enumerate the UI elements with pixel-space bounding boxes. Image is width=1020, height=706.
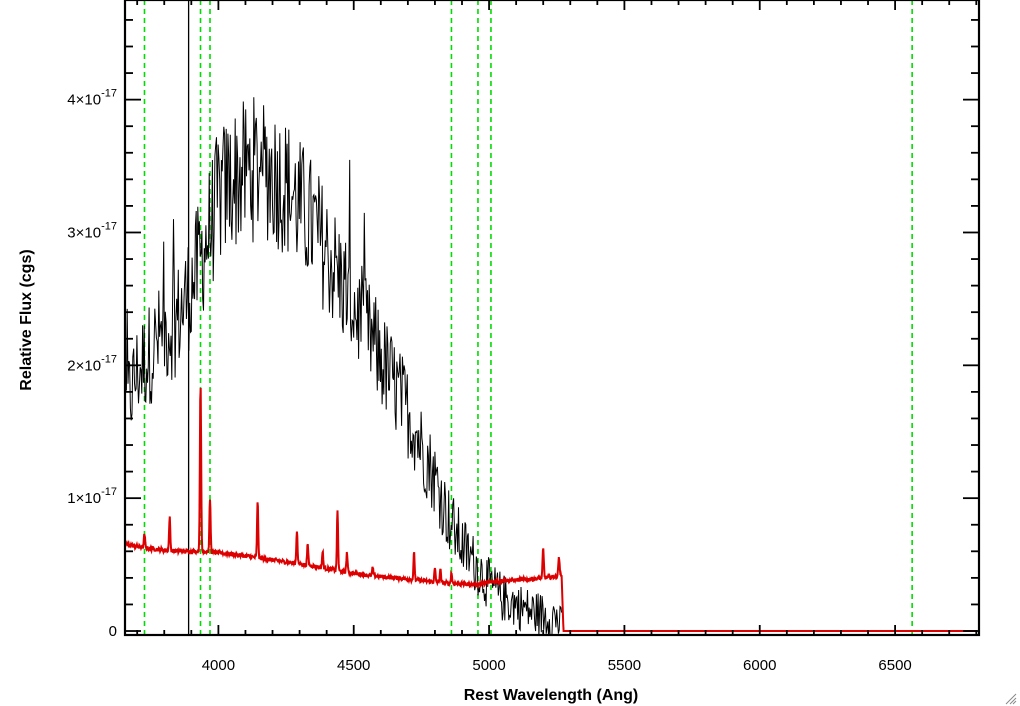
- plot-area: [125, 0, 976, 635]
- resize-grip-icon[interactable]: [1005, 693, 1017, 705]
- series-model-spectrum: [125, 387, 976, 632]
- x-tick-label: 6500: [878, 657, 911, 674]
- x-tick-label: 4500: [337, 657, 370, 674]
- y-tick-label: 2×10-17: [67, 353, 117, 374]
- y-tick-label: 4×10-17: [67, 88, 117, 109]
- x-axis-title: Rest Wavelength (Ang): [464, 687, 639, 704]
- x-tick-label: 5500: [608, 657, 641, 674]
- y-tick-label: 1×10-17: [67, 486, 117, 507]
- x-tick-label: 4000: [202, 657, 235, 674]
- y-axis-title: Relative Flux (cgs): [18, 249, 35, 390]
- y-tick-label: 0: [109, 623, 117, 640]
- x-tick-label: 5000: [472, 657, 505, 674]
- x-tick-label: 6000: [743, 657, 776, 674]
- axes: 4000 4500 5000 5500 6000 6500 0 1×10-17 2×10-17 3…: [67, 0, 981, 674]
- plot-frame: [123, 0, 981, 637]
- series-observed-spectrum: [125, 97, 563, 635]
- y-tick-label: 3×10-17: [67, 220, 117, 241]
